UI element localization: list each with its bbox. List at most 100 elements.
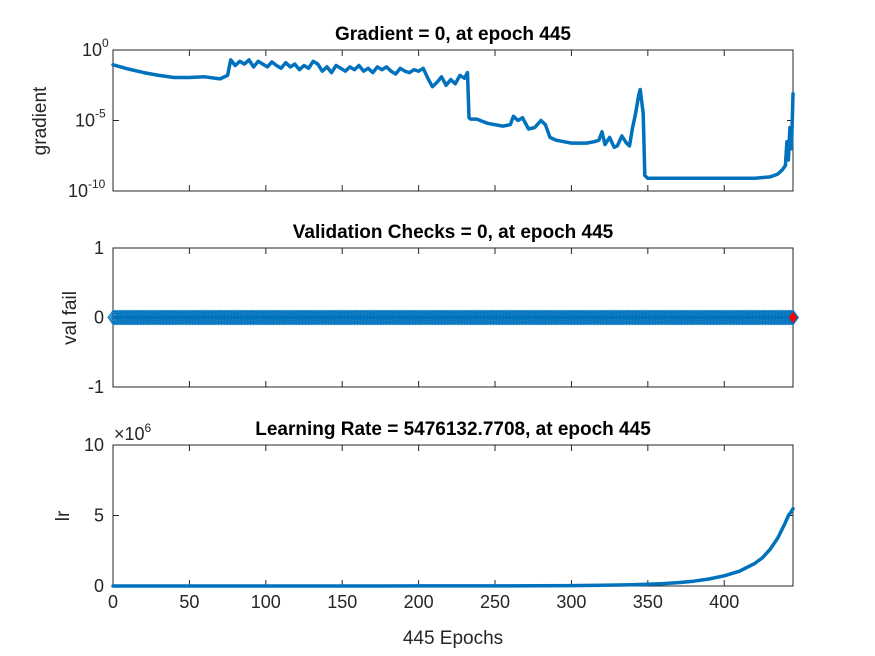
validation-point xyxy=(608,309,620,326)
learning-rate-title: Learning Rate = 5476132.7708, at epoch 4… xyxy=(255,419,651,440)
validation-point xyxy=(625,309,637,326)
validation-point xyxy=(377,309,390,326)
validation-point xyxy=(159,309,171,326)
gradient-y-axis-label: gradient xyxy=(30,86,51,155)
validation-point xyxy=(107,309,119,326)
validation-point xyxy=(371,309,383,326)
validation-point xyxy=(226,309,238,326)
validation-point xyxy=(315,309,327,326)
validation-point xyxy=(223,309,235,326)
validation-point xyxy=(475,309,487,326)
validation-point xyxy=(573,309,585,326)
validation-point xyxy=(214,309,226,326)
validation-point xyxy=(477,309,489,326)
validation-point xyxy=(698,309,710,326)
validation-point xyxy=(111,309,124,326)
validation-point xyxy=(212,309,225,326)
validation-point xyxy=(353,309,365,326)
validation-point xyxy=(659,309,671,326)
validation-point xyxy=(666,309,678,326)
validation-point xyxy=(221,309,234,326)
y-tick-label: 1 xyxy=(94,238,104,258)
validation-point xyxy=(619,309,631,326)
validation-point xyxy=(651,309,663,326)
validation-point xyxy=(122,309,134,326)
validation-point xyxy=(547,309,559,326)
validation-point xyxy=(513,309,526,326)
validation-point xyxy=(296,309,309,326)
validation-point xyxy=(437,309,449,326)
validation-point xyxy=(510,309,523,326)
validation-point xyxy=(617,309,629,326)
validation-point xyxy=(302,309,315,326)
validation-point xyxy=(741,309,753,326)
validation-point xyxy=(289,309,301,326)
validation-point xyxy=(613,309,625,326)
validation-point xyxy=(443,309,455,326)
validation-point xyxy=(605,309,617,326)
validation-point xyxy=(390,309,402,326)
validation-point xyxy=(449,309,461,326)
validation-point xyxy=(118,309,130,326)
x-tick-label: 350 xyxy=(633,592,663,612)
validation-point xyxy=(550,309,562,326)
validation-point xyxy=(584,309,596,326)
validation-point xyxy=(636,309,648,326)
validation-point xyxy=(325,309,338,326)
validation-point xyxy=(729,309,741,326)
validation-point xyxy=(712,309,724,326)
validation-point xyxy=(680,309,692,326)
validation-point xyxy=(772,309,784,326)
validation-point xyxy=(662,309,674,326)
validation-point xyxy=(515,309,527,326)
validation-point xyxy=(749,309,761,326)
validation-point xyxy=(345,309,357,326)
validation-point xyxy=(585,309,597,326)
validation-point xyxy=(232,309,244,326)
validation-point xyxy=(438,309,451,326)
validation-point xyxy=(160,309,173,326)
gradient-title: Gradient = 0, at epoch 445 xyxy=(335,24,571,45)
validation-point xyxy=(468,309,480,326)
validation-point xyxy=(176,309,188,326)
validation-point xyxy=(396,309,408,326)
validation-point xyxy=(376,309,388,326)
validation-point xyxy=(648,309,660,326)
validation-point xyxy=(765,309,778,326)
validation-point xyxy=(266,309,278,326)
validation-point xyxy=(677,309,689,326)
validation-point xyxy=(137,309,150,326)
validation-point xyxy=(688,309,700,326)
validation-point xyxy=(286,309,298,326)
validation-point xyxy=(474,309,486,326)
validation-point xyxy=(555,309,567,326)
validation-point xyxy=(238,309,251,326)
validation-point xyxy=(637,309,649,326)
x-tick-label: 50 xyxy=(179,592,199,612)
validation-point xyxy=(293,309,306,326)
validation-point xyxy=(263,309,275,326)
validation-point xyxy=(597,309,610,326)
y-tick-label: 0 xyxy=(94,308,104,328)
validation-point xyxy=(313,309,325,326)
validation-point xyxy=(559,309,571,326)
validation-point xyxy=(432,309,445,326)
validation-point xyxy=(600,309,613,326)
validation-point xyxy=(501,309,513,326)
validation-point xyxy=(148,309,160,326)
validation-point xyxy=(458,309,471,326)
validation-point xyxy=(448,309,460,326)
validation-point xyxy=(419,309,431,326)
validation-point xyxy=(307,309,319,326)
validation-point xyxy=(631,309,643,326)
validation-point xyxy=(347,309,359,326)
validation-point xyxy=(134,309,147,326)
validation-point xyxy=(775,309,787,326)
gradient-plot-area xyxy=(112,49,794,192)
validation-point xyxy=(738,309,750,326)
validation-point xyxy=(218,309,231,326)
validation-point xyxy=(640,309,652,326)
validation-point xyxy=(247,309,260,326)
